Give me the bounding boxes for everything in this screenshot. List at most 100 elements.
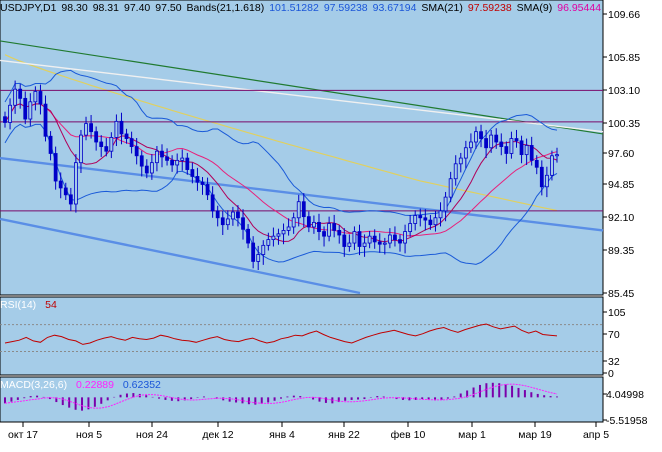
candle-body xyxy=(509,138,514,154)
header-value: 98.31 xyxy=(93,2,119,14)
price-tick-label: 109.66 xyxy=(608,9,640,21)
candle-body xyxy=(312,221,316,228)
candle-body xyxy=(48,135,53,154)
candle-body xyxy=(524,145,529,156)
header-value: 97.40 xyxy=(124,2,150,14)
candle-body xyxy=(342,234,347,247)
date-axis: окт 17 ноя 5 ноя 24 дек 12 янв 4 янв 22 фев 10… xyxy=(8,422,609,441)
header-value: Bands(21,1.618) xyxy=(187,2,265,14)
date-tick-label: ноя 5 xyxy=(76,429,102,441)
candle-body xyxy=(544,174,549,188)
candle-body xyxy=(3,116,7,123)
candle-body xyxy=(68,194,73,205)
candle-body xyxy=(418,215,423,219)
candle-body xyxy=(463,147,468,159)
candle-body xyxy=(453,163,458,180)
candle-body xyxy=(210,194,215,212)
macd-signal-value: 0.62352 xyxy=(123,379,161,391)
candle-body xyxy=(38,91,43,105)
candle-body xyxy=(251,242,256,262)
candle-body xyxy=(236,211,240,219)
rsi-label: RSI(14) xyxy=(0,299,36,311)
candle-body xyxy=(428,219,433,226)
bollinger-lower xyxy=(4,123,558,265)
candle-body xyxy=(230,211,235,220)
price-pane[interactable]: USDJPY,D1 98.30 98.31 97.40 97.50 Bands(21,1.… xyxy=(0,0,604,296)
candle-body xyxy=(8,104,12,123)
rsi-tick-label: 105 xyxy=(608,307,626,319)
rsi-header: RSI(14) 54 xyxy=(0,299,57,311)
price-tick-label: 94.85 xyxy=(608,179,634,191)
candle-body xyxy=(58,180,63,189)
sma-long-yellow xyxy=(4,54,558,212)
header-value: 98.30 xyxy=(61,2,87,14)
candle-body xyxy=(539,166,544,188)
candle-body xyxy=(393,234,397,241)
candle-body xyxy=(514,138,519,142)
date-tick-label: янв 4 xyxy=(269,429,295,441)
symbol-header: USDJPY,D1 98.30 98.31 97.40 97.50 Bands(21,1.… xyxy=(0,2,601,14)
candle-body xyxy=(215,210,220,219)
price-tick-label: 89.35 xyxy=(608,245,634,257)
macd-value: 0.22889 xyxy=(76,379,114,391)
candle-body xyxy=(529,145,534,161)
candle-body xyxy=(114,120,119,138)
candle-body xyxy=(479,131,483,139)
date-tick-label: янв 22 xyxy=(328,429,360,441)
price-tick-label: 97.60 xyxy=(608,148,634,160)
candle-body xyxy=(494,134,499,143)
date-tick-label: ноя 24 xyxy=(136,429,168,441)
candle-body xyxy=(175,159,180,166)
candle-body xyxy=(225,218,230,226)
candle-body xyxy=(73,162,78,205)
candle-body xyxy=(474,131,478,143)
candle-body xyxy=(276,233,281,237)
candle-body xyxy=(79,134,83,164)
candle-body xyxy=(408,223,413,232)
price-chart-layers xyxy=(0,40,604,295)
candle-body xyxy=(301,201,306,218)
rsi-pane[interactable]: RSI(14) 54 xyxy=(0,296,604,376)
candle-body xyxy=(398,239,402,244)
resistance-trendline xyxy=(0,40,604,135)
candle-body xyxy=(23,97,28,120)
candle-body xyxy=(443,196,448,212)
candle-body xyxy=(403,231,407,244)
candle-body xyxy=(261,244,266,255)
macd-header: MACD(3,26,6) 0.22889 0.62352 xyxy=(0,379,161,391)
header-value: 96.95444 xyxy=(557,2,601,14)
header-value: USDJPY,D1 xyxy=(0,2,57,14)
candle-body xyxy=(534,159,539,168)
macd-label: MACD(3,26,6) xyxy=(0,379,67,391)
candle-body xyxy=(89,123,93,133)
header-value: 101.51282 xyxy=(269,2,319,14)
candle-body xyxy=(337,230,342,236)
candle-body xyxy=(306,216,311,228)
candle-body xyxy=(104,146,109,152)
candle-body xyxy=(423,217,428,221)
price-tick-label: 103.10 xyxy=(608,85,640,97)
candle-body xyxy=(18,88,23,99)
candle-body xyxy=(458,157,463,165)
candle-body xyxy=(28,101,33,120)
rsi-tick-label: 32 xyxy=(608,356,620,368)
candle-body xyxy=(144,165,149,174)
rsi-tick-label: 0 xyxy=(608,368,614,380)
macd-pane[interactable]: MACD(3,26,6) 0.22889 0.62352 xyxy=(0,376,604,423)
candle-body xyxy=(256,254,261,262)
candle-body xyxy=(322,231,326,237)
candle-body xyxy=(448,178,453,198)
candle-body xyxy=(139,155,144,167)
date-tick-label: мар 19 xyxy=(518,429,552,441)
candle-body xyxy=(504,146,509,154)
rsi-value: 54 xyxy=(45,299,57,311)
rsi-axis: 105 70 320 xyxy=(603,307,626,380)
header-value: 93.67194 xyxy=(373,2,417,14)
candle-body xyxy=(33,91,38,103)
candle-body xyxy=(195,176,200,183)
candle-body xyxy=(109,137,114,152)
candle-body xyxy=(413,215,418,224)
sma-long-white xyxy=(0,59,604,133)
date-tick-label: фев 10 xyxy=(391,429,426,441)
